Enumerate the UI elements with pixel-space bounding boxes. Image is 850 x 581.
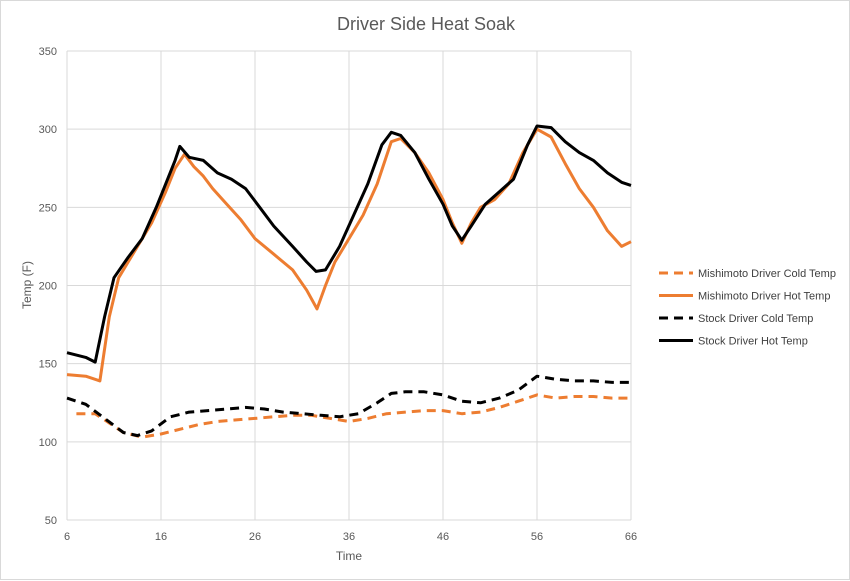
x-tick-label: 46: [437, 531, 449, 543]
legend-label: Stock Driver Hot Temp: [698, 336, 808, 348]
x-axis-title: Time: [336, 549, 363, 563]
series-line-4: [66, 124, 632, 364]
legend-label: Mishimoto Driver Cold Temp: [698, 268, 836, 280]
x-tick-label: 36: [343, 531, 355, 543]
x-axis-ticks: 6 16 26 36 46 56 66: [64, 531, 637, 543]
chart-title: Driver Side Heat Soak: [337, 14, 516, 34]
y-tick-label: 300: [39, 124, 57, 136]
y-tick-label: 350: [39, 46, 57, 58]
chart-grid: [66, 50, 632, 521]
series-layer: [66, 124, 632, 439]
y-tick-label: 200: [39, 281, 57, 293]
legend: Mishimoto Driver Cold Temp Mishimoto Driv…: [659, 268, 836, 348]
x-tick-label: 66: [625, 531, 637, 543]
x-tick-label: 6: [64, 531, 70, 543]
x-tick-label: 56: [531, 531, 543, 543]
series-line-3: [66, 374, 631, 438]
y-tick-label: 250: [39, 202, 57, 214]
legend-label: Mishimoto Driver Hot Temp: [698, 291, 830, 303]
y-axis-title: Temp (F): [20, 261, 34, 309]
y-tick-label: 150: [39, 359, 57, 371]
x-tick-label: 26: [249, 531, 261, 543]
legend-label: Stock Driver Cold Temp: [698, 313, 813, 325]
y-tick-label: 50: [45, 515, 57, 527]
y-axis-ticks: 50 100 150 200 250 300 350: [39, 46, 57, 527]
series-line-1: [76, 393, 631, 439]
y-tick-label: 100: [39, 437, 57, 449]
x-tick-label: 16: [155, 531, 167, 543]
